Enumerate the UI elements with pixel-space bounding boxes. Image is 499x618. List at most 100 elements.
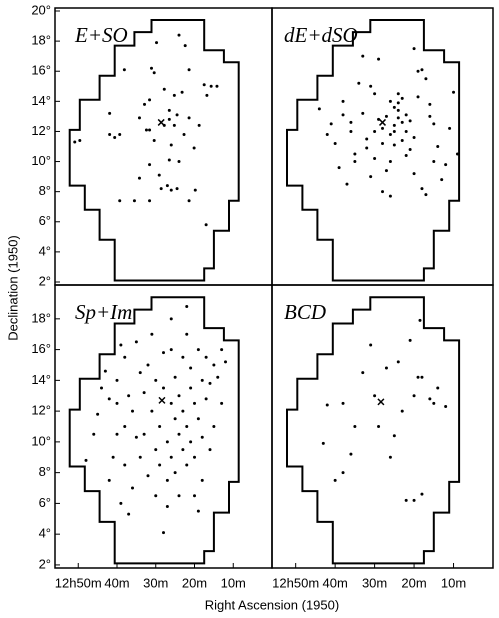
galaxy-point [448, 126, 452, 130]
galaxy-point [167, 108, 171, 112]
galaxy-point [123, 355, 127, 359]
galaxy-point [349, 120, 353, 124]
galaxy-point [149, 66, 153, 70]
galaxy-point [204, 355, 208, 359]
galaxy-point [175, 113, 179, 117]
galaxy-point [142, 391, 146, 395]
galaxy-point [189, 366, 193, 370]
y-tick-label: 4° [39, 526, 51, 541]
galaxy-point [424, 193, 428, 197]
galaxy-point [150, 332, 154, 336]
galaxy-point [369, 343, 373, 347]
galaxy-point [365, 137, 369, 141]
survey-boundary [286, 296, 461, 565]
center-cross [158, 396, 166, 404]
galaxy-point [400, 120, 404, 124]
galaxy-point [341, 99, 345, 103]
x-tick-label: 12h50m [272, 575, 319, 590]
galaxy-point [134, 340, 138, 344]
galaxy-point [224, 360, 227, 364]
y-tick-label: 10° [31, 433, 51, 448]
galaxy-point [361, 371, 365, 375]
galaxy-point [369, 175, 373, 179]
x-tick-label: 40m [322, 575, 347, 590]
galaxy-point [155, 41, 159, 45]
galaxy-point [154, 448, 158, 452]
galaxy-point [148, 163, 152, 167]
galaxy-point [436, 386, 440, 390]
galaxy-point [440, 178, 444, 182]
x-tick-label: 20m [401, 575, 426, 590]
galaxy-point [212, 425, 216, 428]
galaxy-point [392, 434, 396, 438]
galaxy-point [392, 129, 396, 133]
survey-boundary [68, 19, 240, 282]
galaxy-point [118, 132, 122, 136]
y-tick-label: 2° [39, 556, 51, 571]
galaxy-point [424, 77, 428, 81]
galaxy-point [396, 101, 400, 105]
galaxy-point [193, 455, 196, 459]
galaxy-point [118, 199, 122, 203]
galaxy-point [181, 448, 185, 452]
galaxy-point [436, 145, 440, 148]
galaxy-point [107, 397, 111, 401]
galaxy-point [341, 113, 345, 117]
x-tick-label: 12h50m [55, 575, 102, 590]
galaxy-point [108, 132, 112, 136]
galaxy-point [175, 187, 179, 191]
galaxy-point [333, 478, 337, 482]
galaxy-point [404, 154, 408, 158]
galaxy-point [193, 494, 196, 498]
y-tick-label: 14° [31, 93, 51, 108]
galaxy-point [200, 478, 204, 482]
galaxy-point [162, 531, 165, 535]
galaxy-point [138, 371, 142, 375]
galaxy-point [169, 188, 173, 192]
galaxy-point [215, 84, 219, 88]
galaxy-point [193, 401, 196, 405]
y-tick-label: 10° [31, 153, 51, 168]
galaxy-point [181, 409, 185, 413]
galaxy-point [148, 128, 152, 132]
galaxy-point [107, 478, 111, 482]
galaxy-point [412, 47, 416, 51]
galaxy-point [416, 69, 420, 73]
x-tick-label: 10m [441, 575, 466, 590]
galaxy-point [142, 432, 146, 436]
galaxy-point [416, 95, 420, 99]
y-tick-label: 16° [31, 341, 51, 356]
galaxy-point [96, 412, 100, 416]
galaxy-point [408, 148, 412, 152]
galaxy-point [193, 188, 197, 192]
galaxy-point [177, 160, 181, 164]
galaxy-point [138, 455, 142, 459]
galaxy-point [353, 160, 357, 164]
galaxy-point [197, 123, 201, 127]
galaxy-point [152, 71, 156, 75]
galaxy-point [353, 152, 357, 156]
galaxy-point [420, 375, 424, 379]
galaxy-point [384, 114, 388, 118]
galaxy-point [169, 143, 173, 147]
galaxy-point [357, 81, 361, 85]
galaxy-point [388, 99, 392, 103]
y-tick-label: 18° [31, 310, 51, 325]
galaxy-point [365, 146, 369, 150]
galaxy-point [373, 394, 377, 398]
galaxy-point [209, 84, 213, 88]
galaxy-point [455, 152, 459, 156]
galaxy-point [396, 360, 400, 364]
galaxy-point [416, 375, 420, 379]
galaxy-point [169, 401, 173, 405]
galaxy-point [185, 463, 189, 467]
galaxy-point [392, 123, 396, 127]
galaxy-point [325, 132, 329, 136]
panel-title: dE+dSO [284, 23, 358, 47]
galaxy-point [321, 441, 325, 445]
galaxy-point [100, 386, 103, 390]
y-tick-label: 18° [31, 33, 51, 48]
galaxy-point [208, 381, 212, 385]
galaxy-point [162, 386, 165, 390]
